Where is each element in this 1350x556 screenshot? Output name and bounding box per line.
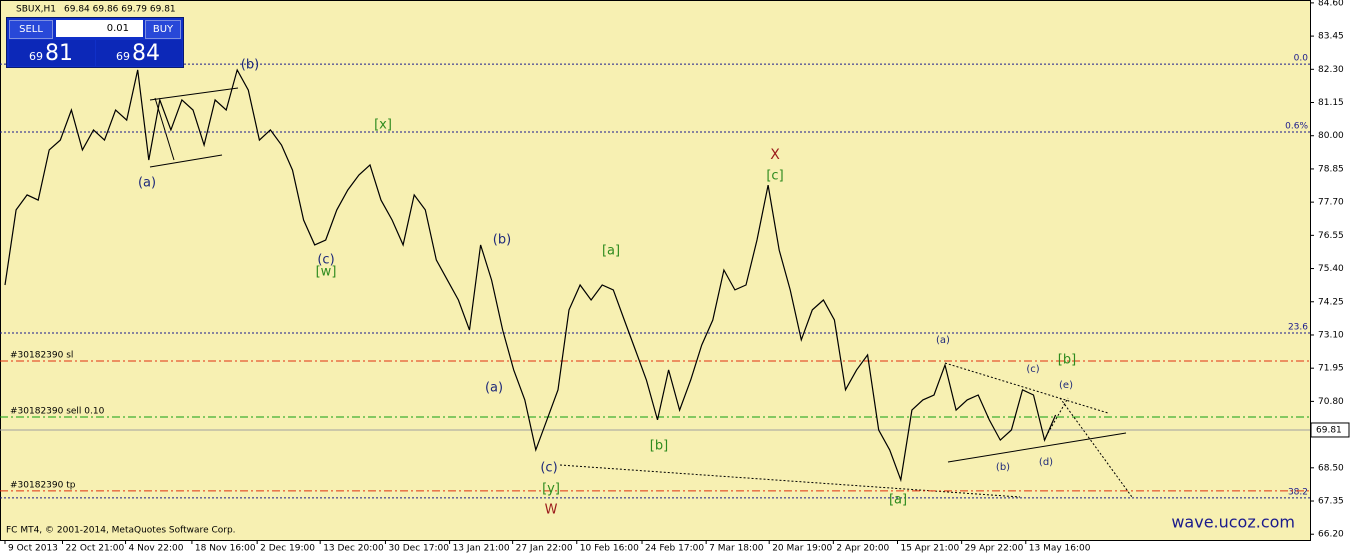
- y-tick-label: 67.35: [1318, 497, 1344, 507]
- x-tick-label: 18 Nov 16:00: [195, 544, 256, 554]
- channel-line: [149, 154, 223, 168]
- wave-label: [b]: [1058, 353, 1076, 368]
- wave-label: (b): [493, 233, 511, 248]
- wave-label: [b]: [650, 439, 668, 454]
- x-tick-label: 15 Apr 21:00: [900, 544, 959, 554]
- plot-frame: [0, 0, 1311, 541]
- x-tick-label: 4 Nov 22:00: [129, 544, 184, 554]
- y-tick-label: 71.95: [1318, 364, 1344, 374]
- y-tick-label: 74.25: [1318, 297, 1344, 307]
- wave-label: [a]: [602, 244, 620, 259]
- y-tick-label: 76.55: [1318, 231, 1344, 241]
- y-tick-label: 81.15: [1318, 98, 1344, 108]
- level-label: 0.0: [1294, 54, 1309, 64]
- y-tick-label: 77.70: [1318, 198, 1344, 208]
- sell-button[interactable]: SELL: [9, 20, 53, 39]
- y-tick-label: 73.10: [1318, 330, 1344, 340]
- channel-line: [149, 87, 239, 101]
- x-tick-label: 20 Mar 19:00: [772, 544, 832, 554]
- price-line: [4, 68, 1057, 483]
- last-price-box: [1310, 422, 1350, 438]
- lot-input[interactable]: 0.01: [56, 20, 143, 37]
- wave-label: (e): [1059, 380, 1073, 391]
- trade-panel: SELL 0.01 BUY 69 81 69 84: [6, 17, 184, 68]
- x-tick-label: 22 Oct 21:00: [66, 544, 125, 554]
- trend-line: [559, 464, 1021, 498]
- y-tick-label: 84.60: [1318, 0, 1344, 8]
- y-tick-label: 68.50: [1318, 463, 1344, 473]
- wave-label: (a): [936, 335, 950, 346]
- triangle-line: [944, 362, 1109, 414]
- wave-label: (c): [317, 253, 334, 268]
- x-tick-label: 2 Apr 20:00: [836, 544, 889, 554]
- y-tick-label: 80.00: [1318, 131, 1344, 141]
- x-tick-label: 27 Jan 22:00: [516, 544, 573, 554]
- level-label: 0.6%: [1285, 121, 1308, 131]
- level-label: 23.6: [1288, 322, 1308, 332]
- ohlc: 69.84 69.86 69.79 69.81: [64, 5, 176, 15]
- y-tick-label: 70.80: [1318, 397, 1344, 407]
- bid-price: 69 81: [9, 40, 95, 66]
- wave-label: [c]: [766, 169, 783, 184]
- y-tick-label: 78.85: [1318, 164, 1344, 174]
- level-label: #30182390 sell 0.10: [10, 406, 105, 416]
- x-tick-label: 13 Jan 21:00: [453, 544, 510, 554]
- wave-label: (a): [138, 176, 156, 191]
- last-price-label: 69.81: [1316, 425, 1342, 435]
- ask-big: 69: [116, 50, 130, 63]
- x-tick-label: 24 Feb 17:00: [645, 544, 704, 554]
- level-label: #30182390 tp: [10, 480, 76, 490]
- x-tick-label: 10 Feb 16:00: [580, 544, 639, 554]
- buy-button[interactable]: BUY: [145, 20, 181, 39]
- y-tick-label: 75.40: [1318, 264, 1344, 274]
- trendlines: [149, 87, 1133, 498]
- y-tick-label: 66.20: [1318, 530, 1344, 540]
- wave-label: [x]: [374, 118, 392, 133]
- axis-area: [0, 541, 1311, 556]
- x-tick-label: 9 Oct 2013: [8, 544, 58, 554]
- wave-label: (b): [996, 462, 1010, 473]
- x-tick-label: 30 Dec 17:00: [388, 544, 449, 554]
- x-tick-label: 29 Apr 22:00: [965, 544, 1024, 554]
- y-tick-label: 83.45: [1318, 32, 1344, 42]
- x-tick-label: 13 Dec 20:00: [323, 544, 384, 554]
- triangle-line: [947, 432, 1127, 463]
- wave-label: X: [770, 147, 780, 163]
- copyright: FC MT4, © 2001-2014, MetaQuotes Software…: [6, 526, 236, 536]
- plot-background: [0, 0, 1310, 540]
- wave-label: (a): [485, 381, 503, 396]
- wave-label: (d): [1039, 457, 1053, 468]
- level-label: 38.2: [1288, 487, 1308, 497]
- ask-small: 84: [132, 41, 160, 66]
- bid-small: 81: [45, 41, 73, 66]
- axis-area: [1311, 0, 1350, 556]
- ask-price: 69 84: [96, 40, 182, 66]
- x-tick-label: 7 Mar 18:00: [709, 544, 764, 554]
- wave-label: [w]: [316, 265, 337, 280]
- y-tick-label: 82.30: [1318, 65, 1344, 75]
- watermark: wave.ucoz.com: [1171, 513, 1295, 532]
- projection-line: [1059, 397, 1133, 498]
- wave-label: W: [545, 503, 558, 518]
- symbol: SBUX,H1: [16, 5, 56, 15]
- wave-label: (b): [241, 58, 259, 73]
- wave-label: (c): [540, 461, 557, 476]
- wave-label: [y]: [542, 482, 560, 497]
- wave-label: [a]: [889, 493, 907, 508]
- wave-label: (c): [1026, 364, 1039, 375]
- bid-big: 69: [29, 50, 43, 63]
- x-tick-label: 2 Dec 19:00: [260, 544, 315, 554]
- x-tick-label: 13 May 16:00: [1029, 544, 1091, 554]
- level-label: #30182390 sl: [10, 350, 73, 360]
